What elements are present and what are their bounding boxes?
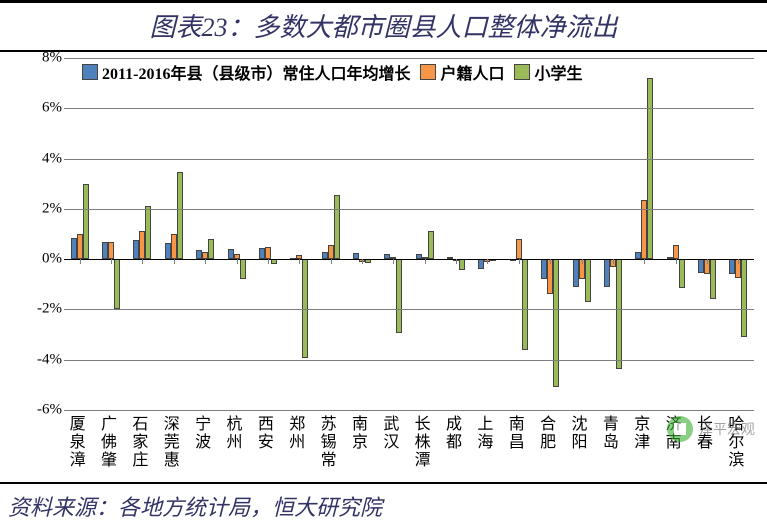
bar-series2 [516, 239, 522, 259]
x-tick [613, 259, 614, 264]
x-tick [331, 259, 332, 264]
category-label: 石 家 庄 [132, 416, 148, 470]
x-tick [362, 259, 363, 264]
category-label: 深 莞 惠 [164, 416, 180, 470]
series3-label: 小学生 [534, 60, 582, 84]
figure-container: 图表23：多数大都市圈县人口整体净流出 2011-2016年县（县级市）常住人口… [0, 0, 767, 529]
y-tick-label: 6% [28, 100, 62, 117]
x-tick [205, 259, 206, 264]
x-tick [111, 259, 112, 264]
grid-line [64, 410, 754, 411]
x-tick [80, 259, 81, 264]
source-text: 资料来源：各地方统计局，恒大研究院 [8, 495, 382, 520]
x-tick [237, 259, 238, 264]
y-tick-label: 8% [28, 50, 62, 67]
watermark-text: 泽平宏观 [699, 419, 755, 439]
grid-line [64, 209, 754, 210]
category-label: 武 汉 [383, 416, 399, 452]
chart-canvas [64, 58, 754, 410]
title-text: 多数大都市圈县人口整体净流出 [254, 13, 618, 42]
x-tick [738, 259, 739, 264]
series1-label: 2011-2016年县（县级市）常住人口年均增长 [102, 60, 410, 84]
bar-series3 [428, 231, 434, 259]
x-tick [393, 259, 394, 264]
category-label: 成 都 [446, 416, 462, 452]
bar-series3 [208, 239, 214, 259]
bar-series2 [108, 242, 114, 260]
source-bar: 资料来源：各地方统计局，恒大研究院 [0, 482, 767, 522]
x-tick [142, 259, 143, 264]
x-tick [456, 259, 457, 264]
chart-legend: 2011-2016年县（县级市）常住人口年均增长 户籍人口 小学生 [72, 60, 582, 84]
x-tick [487, 259, 488, 264]
category-label: 上 海 [477, 416, 493, 452]
bar-series2 [265, 247, 271, 260]
category-label: 厦 泉 漳 [70, 416, 86, 470]
y-tick-label: 0% [28, 251, 62, 268]
grid-line [64, 108, 754, 109]
category-label: 宁 波 [195, 416, 211, 452]
x-axis-line [64, 259, 754, 260]
bar-series3 [83, 184, 89, 259]
bar-series3 [585, 259, 591, 302]
watermark: 泽平宏观 [667, 416, 755, 442]
y-tick-label: -4% [28, 351, 62, 368]
x-tick [519, 259, 520, 264]
category-label: 郑 州 [289, 416, 305, 452]
series2-label: 户籍人口 [440, 60, 504, 84]
grid-line [64, 360, 754, 361]
bar-series3 [177, 172, 183, 259]
category-label: 青 岛 [603, 416, 619, 452]
bar-series3 [647, 78, 653, 259]
bar-series3 [553, 259, 559, 387]
x-tick [268, 259, 269, 264]
series3-swatch [514, 64, 530, 80]
y-tick-label: -6% [28, 402, 62, 419]
y-tick-label: 4% [28, 150, 62, 167]
x-tick [676, 259, 677, 264]
bar-series3 [114, 259, 120, 309]
category-label: 南 京 [352, 416, 368, 452]
category-label: 合 肥 [540, 416, 556, 452]
watermark-icon [667, 416, 693, 442]
y-tick-label: 2% [28, 200, 62, 217]
bar-series3 [710, 259, 716, 299]
bar-series3 [679, 259, 685, 288]
grid-line [64, 309, 754, 310]
category-label: 杭 州 [227, 416, 243, 452]
bar-series3 [334, 195, 340, 259]
grid-line [64, 159, 754, 160]
bar-series3 [396, 259, 402, 333]
x-tick [644, 259, 645, 264]
category-label: 西 安 [258, 416, 274, 452]
bar-series3 [459, 259, 465, 270]
grid-line [64, 58, 754, 59]
category-label: 沈 阳 [572, 416, 588, 452]
x-tick [550, 259, 551, 264]
plot-area: 2011-2016年县（县级市）常住人口年均增长 户籍人口 小学生 -6% -4%… [0, 52, 767, 482]
category-label: 广 佛 肇 [101, 416, 117, 470]
series2-swatch [420, 64, 436, 80]
bar-series2 [673, 245, 679, 259]
series1-swatch [82, 64, 98, 80]
category-label: 长 株 潭 [415, 416, 431, 470]
chart-title-bar: 图表23：多数大都市圈县人口整体净流出 [0, 0, 767, 52]
x-tick [299, 259, 300, 264]
bar-series3 [616, 259, 622, 368]
bar-series3 [741, 259, 747, 337]
title-prefix: 图表23： [149, 13, 253, 42]
x-tick [707, 259, 708, 264]
x-tick [425, 259, 426, 264]
category-label: 苏 锡 常 [321, 416, 337, 470]
bar-series3 [522, 259, 528, 350]
x-tick [174, 259, 175, 264]
bar-series3 [240, 259, 246, 279]
category-label: 京 津 [634, 416, 650, 452]
x-tick [582, 259, 583, 264]
category-label: 南 昌 [509, 416, 525, 452]
y-tick-label: -2% [28, 301, 62, 318]
bar-series3 [145, 206, 151, 259]
